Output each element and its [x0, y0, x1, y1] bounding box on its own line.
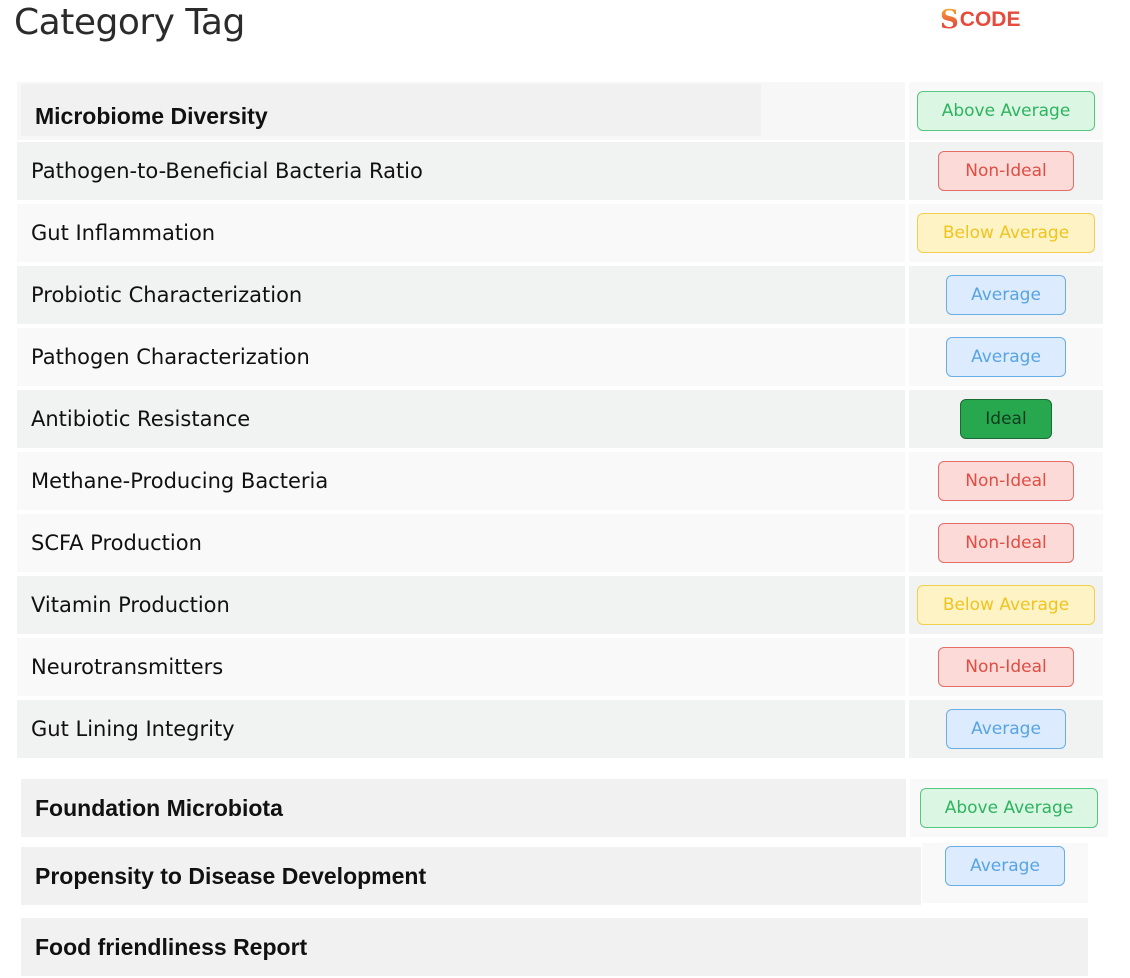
- status-badge: Below Average: [917, 213, 1095, 253]
- status-cell: Below Average: [909, 204, 1103, 262]
- row-label: Gut Inflammation: [31, 221, 216, 245]
- status-cell: Non-Ideal: [909, 142, 1103, 200]
- row-label: Pathogen Characterization: [31, 345, 310, 369]
- status-cell: Average: [922, 843, 1088, 903]
- status-badge: Average: [946, 709, 1066, 749]
- table-row: Gut Lining Integrity: [17, 700, 905, 758]
- section-label: Microbiome Diversity: [35, 102, 268, 129]
- row-label: Gut Lining Integrity: [31, 717, 235, 741]
- status-badge: Average: [945, 846, 1065, 886]
- status-cell: Above Average: [910, 779, 1108, 837]
- row-label: Methane-Producing Bacteria: [31, 469, 329, 493]
- table-row: Gut Inflammation: [17, 204, 905, 262]
- table-row: Neurotransmitters: [17, 638, 905, 696]
- table-row: Pathogen-to-Beneficial Bacteria Ratio: [17, 142, 905, 200]
- status-cell: Average: [909, 328, 1103, 386]
- section-header-food-friendliness: Food friendliness Report: [21, 918, 1088, 976]
- section-header-propensity: Propensity to Disease Development: [21, 847, 921, 905]
- table-row: SCFA Production: [17, 514, 905, 572]
- table-row: Vitamin Production: [17, 576, 905, 634]
- status-badge: Ideal: [960, 399, 1052, 439]
- section-header-microbiome-diversity: Microbiome Diversity: [17, 82, 905, 140]
- status-cell: Above Average: [909, 82, 1103, 140]
- table-row: Methane-Producing Bacteria: [17, 452, 905, 510]
- table-row: Antibiotic Resistance: [17, 390, 905, 448]
- row-label: Probiotic Characterization: [31, 283, 303, 307]
- status-badge: Non-Ideal: [938, 151, 1074, 191]
- section-header-foundation-microbiota: Foundation Microbiota: [21, 779, 906, 837]
- status-cell: Non-Ideal: [909, 452, 1103, 510]
- page-title: Category Tag: [14, 2, 245, 43]
- status-badge: Above Average: [917, 91, 1095, 131]
- row-label: SCFA Production: [31, 531, 202, 555]
- row-label: Vitamin Production: [31, 593, 230, 617]
- status-badge: Average: [946, 337, 1066, 377]
- status-cell: Below Average: [909, 576, 1103, 634]
- status-cell: Ideal: [909, 390, 1103, 448]
- status-cell: Non-Ideal: [909, 638, 1103, 696]
- logo-text: CODE: [959, 8, 1021, 31]
- status-badge: Non-Ideal: [938, 647, 1074, 687]
- status-badge: Below Average: [917, 585, 1095, 625]
- status-badge: Non-Ideal: [938, 461, 1074, 501]
- section-label: Food friendliness Report: [35, 933, 308, 960]
- status-cell: Average: [909, 700, 1103, 758]
- row-label: Pathogen-to-Beneficial Bacteria Ratio: [31, 159, 423, 183]
- section-label: Foundation Microbiota: [35, 794, 283, 821]
- status-badge: Average: [946, 275, 1066, 315]
- row-label: Antibiotic Resistance: [31, 407, 251, 431]
- status-cell: Non-Ideal: [909, 514, 1103, 572]
- scode-logo: S CODE: [940, 6, 1020, 34]
- table-row: Pathogen Characterization: [17, 328, 905, 386]
- status-badge: Non-Ideal: [938, 523, 1074, 563]
- row-label: Neurotransmitters: [31, 655, 224, 679]
- logo-mark: S: [940, 5, 959, 35]
- status-cell: Average: [909, 266, 1103, 324]
- status-badge: Above Average: [920, 788, 1098, 828]
- section-label: Propensity to Disease Development: [35, 862, 427, 889]
- table-row: Probiotic Characterization: [17, 266, 905, 324]
